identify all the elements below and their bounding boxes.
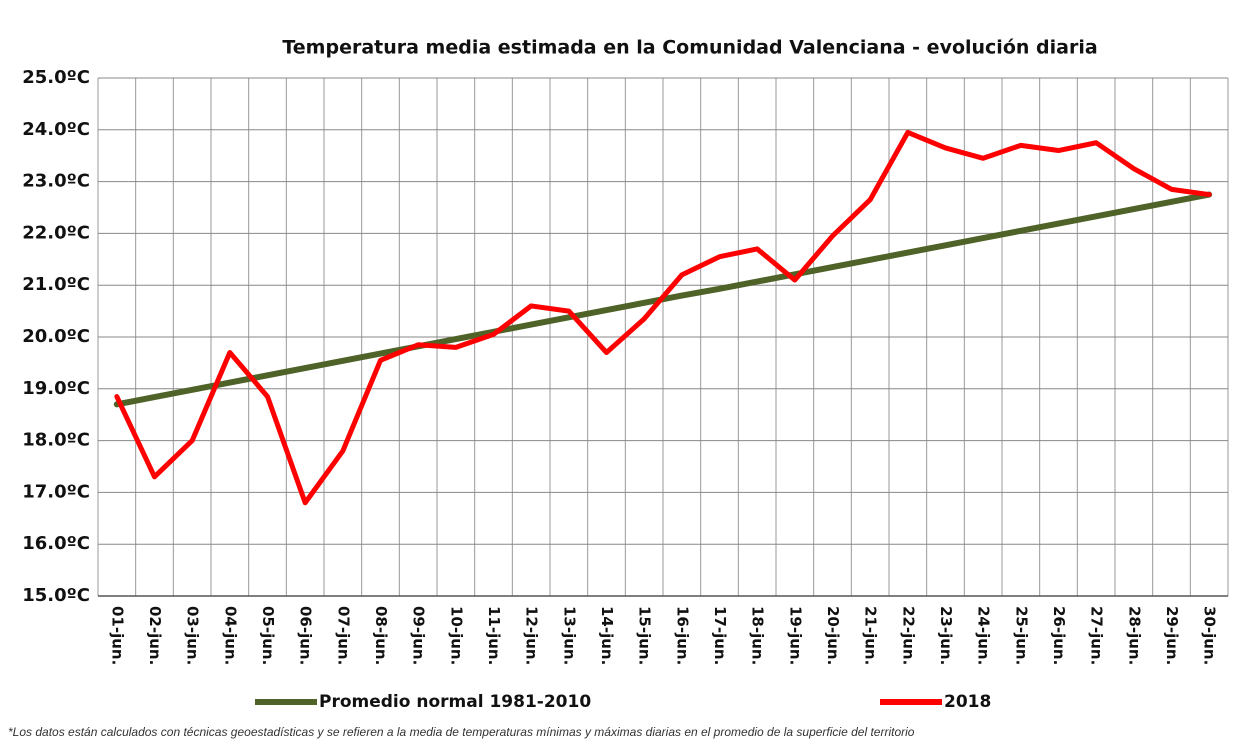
x-tick-label: 11-jun. xyxy=(485,606,503,665)
chart-title: Temperatura media estimada en la Comunid… xyxy=(282,37,1097,59)
x-tick-label: 07-jun. xyxy=(334,606,352,665)
y-tick-label: 22.0ºC xyxy=(22,222,90,243)
x-tick-label: 30-jun. xyxy=(1201,606,1219,665)
x-tick-label: 01-jun. xyxy=(108,606,126,665)
x-tick-label: 13-jun. xyxy=(560,606,578,665)
y-tick-label: 20.0ºC xyxy=(22,326,90,347)
x-tick-label: 27-jun. xyxy=(1088,606,1106,665)
y-tick-label: 15.0ºC xyxy=(22,585,90,606)
y-tick-label: 19.0ºC xyxy=(22,378,90,399)
x-tick-label: 26-jun. xyxy=(1050,606,1068,665)
series-line xyxy=(114,129,1212,506)
x-tick-label: 28-jun. xyxy=(1125,606,1143,665)
legend-label: 2018 xyxy=(944,692,991,712)
x-tick-label: 18-jun. xyxy=(749,606,767,665)
x-tick-label: 02-jun. xyxy=(146,606,164,665)
y-tick-label: 23.0ºC xyxy=(22,171,90,192)
x-tick-label: 25-jun. xyxy=(1012,606,1030,665)
x-tick-label: 22-jun. xyxy=(899,606,917,665)
x-tick-label: 21-jun. xyxy=(862,606,880,665)
x-tick-label: 06-jun. xyxy=(297,606,315,665)
footnote: *Los datos están calculados con técnicas… xyxy=(8,725,915,739)
y-tick-label: 25.0ºC xyxy=(22,67,90,88)
x-tick-label: 23-jun. xyxy=(937,606,955,665)
x-tick-label: 24-jun. xyxy=(975,606,993,665)
x-tick-label: 29-jun. xyxy=(1163,606,1181,665)
x-tick-label: 17-jun. xyxy=(711,606,729,665)
y-tick-label: 24.0ºC xyxy=(22,119,90,140)
x-tick-label: 03-jun. xyxy=(184,606,202,665)
x-tick-label: 20-jun. xyxy=(824,606,842,665)
x-tick-label: 05-jun. xyxy=(259,606,277,665)
x-tick-label: 04-jun. xyxy=(221,606,239,665)
x-tick-label: 14-jun. xyxy=(598,606,616,665)
x-tick-label: 15-jun. xyxy=(636,606,654,665)
x-tick-label: 08-jun. xyxy=(372,606,390,665)
x-tick-label: 19-jun. xyxy=(786,606,804,665)
y-tick-label: 18.0ºC xyxy=(22,430,90,451)
x-tick-label: 09-jun. xyxy=(410,606,428,665)
legend-label: Promedio normal 1981-2010 xyxy=(319,692,591,712)
y-tick-label: 17.0ºC xyxy=(22,481,90,502)
x-tick-label: 16-jun. xyxy=(673,606,691,665)
y-tick-label: 16.0ºC xyxy=(22,533,90,554)
x-tick-label: 10-jun. xyxy=(447,606,465,665)
y-tick-label: 21.0ºC xyxy=(22,274,90,295)
x-tick-label: 12-jun. xyxy=(523,606,541,665)
